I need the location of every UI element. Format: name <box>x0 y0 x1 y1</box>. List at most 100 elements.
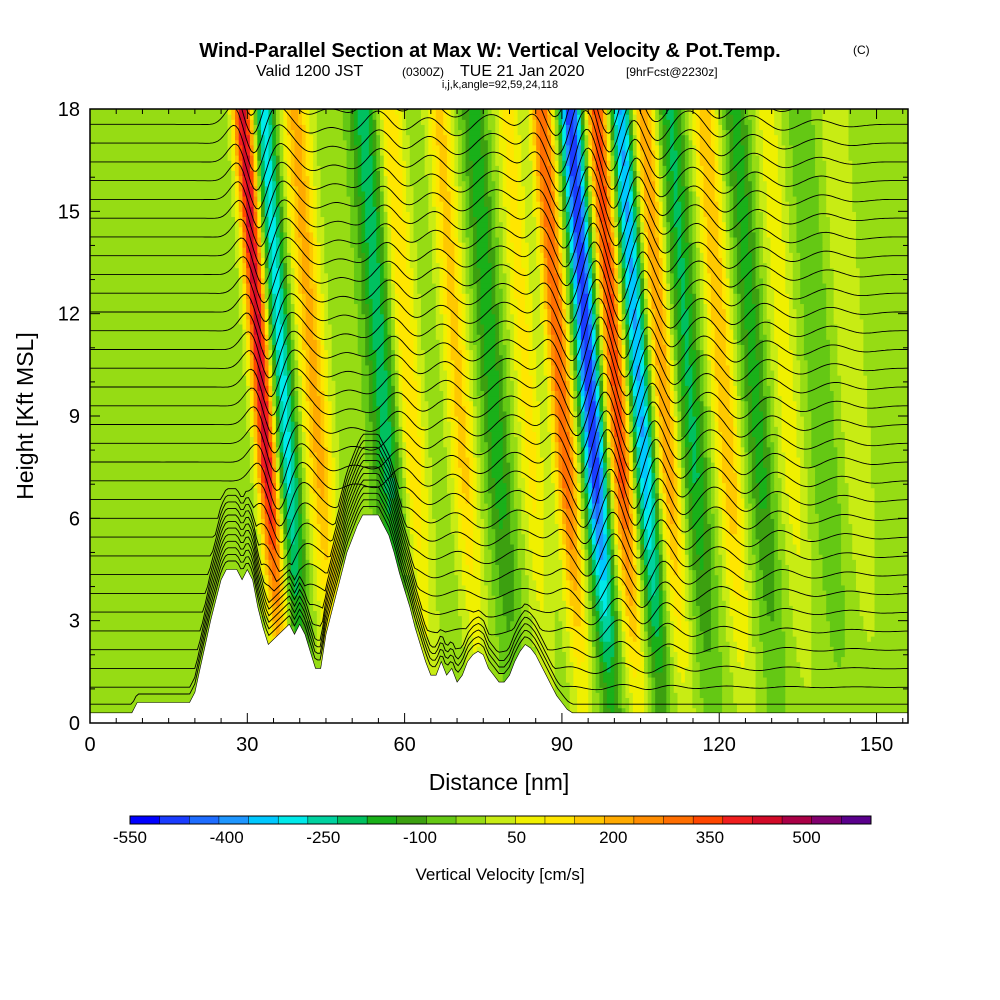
heatmap-cell <box>324 554 329 560</box>
heatmap-cell <box>841 559 857 565</box>
heatmap-cell <box>621 636 627 642</box>
heatmap-cell <box>644 513 653 519</box>
heatmap-cell <box>666 559 671 565</box>
heatmap-cell <box>736 707 757 714</box>
heatmap-cell <box>770 436 779 443</box>
heatmap-cell <box>606 492 612 499</box>
heatmap-cell <box>688 508 693 514</box>
heatmap-cell <box>562 518 567 525</box>
heatmap-cell <box>863 620 876 627</box>
heatmap-cell <box>305 574 310 581</box>
heatmap-cell <box>662 528 667 535</box>
heatmap-cell <box>309 467 314 473</box>
heatmap-cell <box>543 549 560 555</box>
heatmap-cell <box>670 600 675 606</box>
heatmap-cell <box>554 687 571 693</box>
heatmap-cell <box>480 579 485 586</box>
heatmap-cell <box>733 687 757 693</box>
heatmap-cell <box>573 528 578 535</box>
heatmap-cell <box>733 446 738 453</box>
heatmap-cell <box>621 610 627 617</box>
heatmap-cell <box>844 436 872 443</box>
heatmap-cell <box>461 549 467 555</box>
heatmap-cell <box>342 508 374 514</box>
heatmap-cell <box>692 508 705 514</box>
heatmap-cell <box>391 431 396 438</box>
heatmap-cell <box>599 661 604 668</box>
heatmap-cell <box>874 538 908 545</box>
heatmap-cell <box>632 661 641 668</box>
heatmap-cell <box>666 569 671 576</box>
heatmap-cell <box>629 656 641 663</box>
heatmap-cell <box>599 595 608 601</box>
heatmap-cell <box>703 641 712 647</box>
heatmap-cell <box>335 584 340 591</box>
heatmap-cell <box>826 610 846 617</box>
heatmap-cell <box>406 462 411 468</box>
heatmap-cell <box>480 477 485 484</box>
heatmap-cell <box>606 487 612 494</box>
heatmap-cell <box>309 651 314 658</box>
heatmap-cell <box>670 707 679 714</box>
heatmap-cell <box>748 615 753 622</box>
heatmap-cell <box>751 533 757 540</box>
heatmap-cell <box>751 595 757 601</box>
heatmap-cell <box>658 487 664 494</box>
heatmap-cell <box>841 574 857 581</box>
heatmap-cell <box>644 702 649 709</box>
heatmap-cell <box>744 467 749 473</box>
heatmap-cell <box>458 456 470 463</box>
heatmap-cell <box>751 600 760 606</box>
heatmap-cell <box>644 584 649 591</box>
heatmap-cell <box>279 441 284 448</box>
heatmap-cell <box>629 687 645 693</box>
heatmap-cell <box>614 671 619 678</box>
heatmap-cell <box>606 528 612 535</box>
heatmap-cell <box>327 441 333 448</box>
heatmap-cell <box>848 492 876 499</box>
heatmap-cell <box>640 472 649 478</box>
heatmap-cell <box>487 538 496 545</box>
heatmap-cell <box>261 472 266 478</box>
heatmap-cell <box>580 502 586 509</box>
heatmap-cell <box>562 472 571 478</box>
heatmap-cell <box>275 472 281 478</box>
heatmap-cell <box>283 538 288 545</box>
heatmap-cell <box>487 462 493 468</box>
heatmap-cell <box>606 441 612 448</box>
heatmap-cell <box>636 487 641 494</box>
heatmap-cell <box>558 472 563 478</box>
heatmap-cell <box>339 472 370 478</box>
heatmap-cell <box>603 523 608 530</box>
heatmap-cell <box>640 610 645 617</box>
heatmap-cell <box>513 600 522 606</box>
heatmap-cell <box>313 584 318 591</box>
heatmap-cell <box>647 472 653 478</box>
heatmap-cell <box>658 456 664 463</box>
heatmap-cell <box>484 528 489 535</box>
heatmap-cell <box>309 538 314 545</box>
heatmap-cell <box>736 497 742 504</box>
heatmap-cell <box>740 518 745 525</box>
heatmap-cell <box>736 477 742 484</box>
heatmap-cell <box>595 646 600 652</box>
heatmap-cell <box>565 569 571 576</box>
heatmap-cell <box>272 569 277 576</box>
heatmap-cell <box>90 559 258 565</box>
heatmap-cell <box>640 630 645 637</box>
heatmap-cell <box>714 518 719 525</box>
heatmap-cell <box>287 508 296 514</box>
heatmap-cell <box>554 497 560 504</box>
heatmap-cell <box>684 497 690 504</box>
heatmap-cell <box>688 646 693 652</box>
heatmap-cell <box>606 687 615 693</box>
heatmap-cell <box>298 441 303 448</box>
heatmap-cell <box>681 564 686 571</box>
heatmap-cell <box>591 569 597 576</box>
heatmap-cell <box>283 482 288 489</box>
heatmap-cell <box>383 523 400 530</box>
heatmap-cell <box>335 554 340 560</box>
heatmap-cell <box>554 492 560 499</box>
heatmap-cell <box>413 543 418 550</box>
heatmap-cell <box>487 656 500 663</box>
